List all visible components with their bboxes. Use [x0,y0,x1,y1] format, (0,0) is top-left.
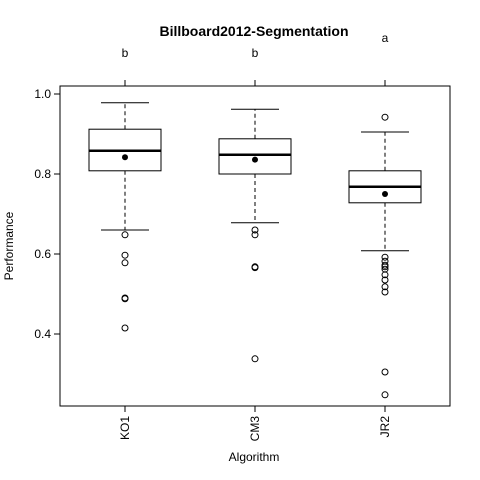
group-letter: b [122,46,129,60]
y-tick-label: 0.8 [34,167,51,181]
outlier-point [381,276,389,284]
outlier-point [251,231,259,239]
outlier-point [251,226,259,234]
x-axis: KO1 CM3 JR2 [118,406,392,441]
box-ko1 [88,102,162,332]
mean-point [252,156,258,163]
boxes [88,102,422,399]
outlier-point [121,324,129,332]
outlier-point [121,231,129,239]
x-tick-label: KO1 [118,416,132,440]
outlier-point [381,391,389,399]
y-axis: 0.4 0.6 0.8 1.0 [34,87,60,341]
outlier-point [381,253,389,261]
x-axis-label: Algorithm [229,450,280,464]
outlier-point [381,288,389,296]
chart-title: Billboard2012-Segmentation [159,23,348,39]
x-tick-label: CM3 [248,416,262,442]
outlier-point [251,264,259,272]
mean-point [382,191,388,197]
y-tick-label: 0.6 [34,247,51,261]
outlier-point [251,355,259,363]
outlier-point [381,283,389,291]
outlier-point [121,295,129,303]
mean-point [122,154,128,161]
outlier-point [121,259,129,267]
outlier-point [121,251,129,259]
outlier-point [381,368,389,376]
outlier-point [381,113,389,121]
box-cm3 [218,108,292,363]
group-letters: b b a [122,31,389,86]
x-tick-label: JR2 [378,416,392,438]
group-letter: b [252,46,259,60]
iqr-box [218,138,292,175]
box-jr2 [348,113,422,399]
outlier-point [381,271,389,279]
y-tick-label: 1.0 [34,87,51,101]
outlier-point [381,263,389,271]
y-axis-label: Performance [2,211,16,280]
group-letter: a [382,31,389,45]
y-tick-label: 0.4 [34,327,51,341]
